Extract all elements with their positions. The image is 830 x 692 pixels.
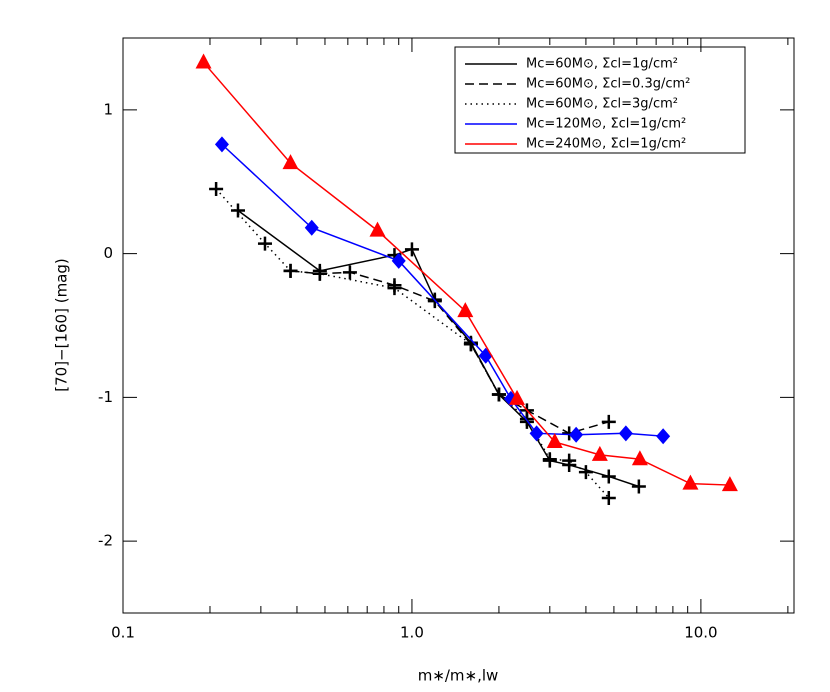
y-axis-label: [70]−[160] (mag) <box>53 258 71 392</box>
point-marker <box>562 453 577 468</box>
legend-label: Mc=240M⊙, Σcl=1g/cm² <box>526 137 686 152</box>
y-tick-label: 1 <box>103 100 113 118</box>
legend-label: Mc=60M⊙, Σcl=1g/cm² <box>526 57 678 72</box>
point-marker <box>631 450 648 466</box>
point-marker <box>542 452 557 467</box>
y-tick-label: 0 <box>103 244 113 262</box>
series-line <box>290 270 609 435</box>
point-marker <box>503 390 518 407</box>
series-line <box>202 61 730 486</box>
point-marker <box>618 425 633 442</box>
point-marker <box>214 136 229 153</box>
point-marker <box>631 479 646 494</box>
plot-frame <box>122 37 795 614</box>
x-tick-label: 10.0 <box>684 624 717 642</box>
point-marker <box>257 236 272 251</box>
point-marker <box>519 411 534 426</box>
point-marker <box>569 426 584 443</box>
point-marker <box>195 53 212 69</box>
series-line <box>237 209 640 488</box>
point-marker <box>404 242 419 257</box>
legend-label: Mc=120M⊙, Σcl=1g/cm² <box>526 117 686 132</box>
point-marker <box>209 181 224 196</box>
point-marker <box>656 428 671 445</box>
point-marker <box>282 154 299 170</box>
point-marker <box>578 465 593 480</box>
point-marker <box>283 263 298 278</box>
point-marker <box>457 302 474 318</box>
point-marker <box>491 387 506 402</box>
point-marker <box>304 219 319 236</box>
point-marker <box>391 252 406 269</box>
point-marker <box>682 474 699 490</box>
point-marker <box>369 221 386 237</box>
x-tick-label: 0.1 <box>111 624 135 642</box>
x-axis-label: m∗/m∗,lw <box>418 667 499 685</box>
point-marker <box>230 203 245 218</box>
point-marker <box>591 445 608 461</box>
point-marker <box>601 491 616 505</box>
legend-label: Mc=60M⊙, Σcl=3g/cm² <box>526 97 678 112</box>
point-marker <box>509 389 526 405</box>
point-marker <box>721 476 738 492</box>
point-marker <box>546 432 563 448</box>
point-marker <box>387 281 402 296</box>
y-tick-label: -2 <box>98 532 113 550</box>
series-line <box>215 188 610 499</box>
point-marker <box>342 265 357 280</box>
x-tick-label: 1.0 <box>400 624 424 642</box>
point-marker <box>529 425 544 442</box>
y-tick-label: -1 <box>98 388 113 406</box>
point-marker <box>601 469 616 484</box>
point-marker <box>601 414 616 429</box>
legend-label: Mc=60M⊙, Σcl=0.3g/cm² <box>526 77 690 92</box>
point-marker <box>312 266 327 281</box>
